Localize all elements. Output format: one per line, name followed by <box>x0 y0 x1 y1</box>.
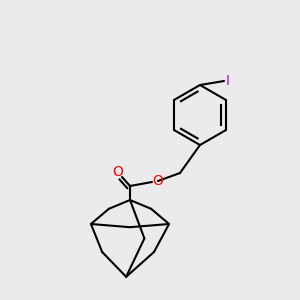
Text: O: O <box>153 174 164 188</box>
Text: I: I <box>226 74 230 88</box>
Text: O: O <box>112 165 123 179</box>
